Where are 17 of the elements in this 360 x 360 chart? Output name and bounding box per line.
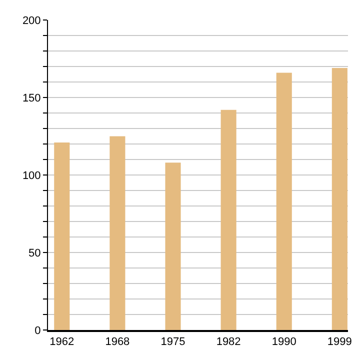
y-tick-label: 200 <box>22 14 41 27</box>
bar <box>220 110 236 330</box>
bar <box>165 162 181 330</box>
y-tick-label: 100 <box>22 170 41 182</box>
x-tick-label: 1962 <box>50 336 74 348</box>
bar <box>332 68 348 330</box>
bar <box>110 136 126 330</box>
x-tick-label: 1982 <box>216 336 241 348</box>
x-tick-label: 1990 <box>272 336 296 348</box>
y-tick-label: 150 <box>22 92 41 104</box>
x-tick-label: 1999 <box>327 336 352 348</box>
y-tick-label: 0 <box>34 324 41 337</box>
bar <box>276 72 292 330</box>
bar <box>54 142 70 330</box>
x-tick-label: 1968 <box>105 336 130 348</box>
x-tick-label: 1975 <box>160 336 186 348</box>
y-tick-label: 50 <box>28 247 41 260</box>
